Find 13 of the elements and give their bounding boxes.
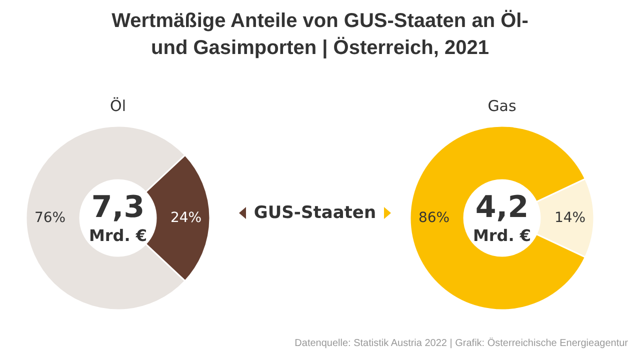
- data-label: 76%: [34, 210, 66, 226]
- chart-title: Öl: [110, 97, 126, 115]
- text: Wertmäßige Anteile von GUS-Staaten an Öl- und Gasimporten | Österreich, 2021: [110, 8, 530, 61]
- data-label: 24%: [170, 210, 202, 226]
- text: Mrd. €: [88, 226, 148, 245]
- data-label: 14%: [554, 210, 586, 226]
- text: GUS-Staaten: [254, 203, 376, 223]
- data-label: 86%: [418, 210, 450, 226]
- text: 7,3: [91, 190, 145, 225]
- text: Mrd. €: [472, 226, 532, 245]
- text: 4,2: [475, 190, 529, 225]
- chart-title: Gas: [488, 97, 516, 115]
- text: Datenquelle: Statistik Austria 2022 | Grafik: Österreichische Energieagentur: [294, 338, 628, 349]
